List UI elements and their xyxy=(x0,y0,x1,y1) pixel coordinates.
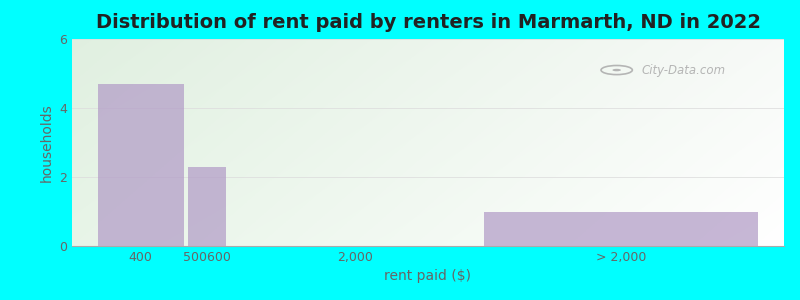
Bar xyxy=(188,167,226,246)
Bar xyxy=(484,212,758,246)
Title: Distribution of rent paid by renters in Marmarth, ND in 2022: Distribution of rent paid by renters in … xyxy=(95,13,761,32)
Y-axis label: households: households xyxy=(39,103,54,182)
X-axis label: rent paid ($): rent paid ($) xyxy=(385,269,471,284)
Bar xyxy=(98,84,183,246)
Circle shape xyxy=(613,69,621,71)
Text: City-Data.com: City-Data.com xyxy=(642,64,726,76)
